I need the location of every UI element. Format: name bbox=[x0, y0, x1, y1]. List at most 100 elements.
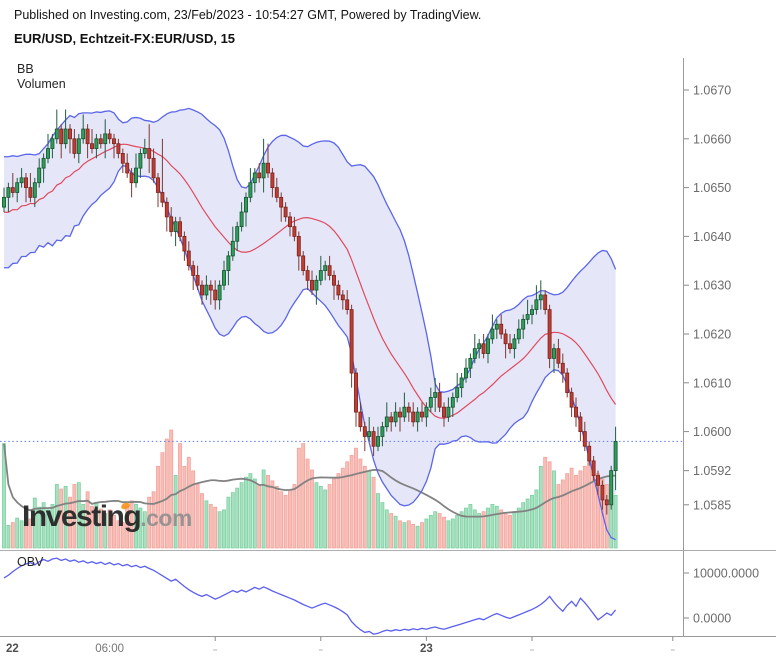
volume-bar bbox=[556, 484, 561, 549]
candle bbox=[543, 294, 548, 310]
volume-legend-label[interactable]: Volumen bbox=[17, 77, 66, 91]
candle bbox=[490, 328, 495, 340]
volume-bar bbox=[323, 489, 328, 549]
volume-bar bbox=[459, 511, 464, 549]
volume-bar bbox=[191, 470, 196, 549]
price-axis[interactable]: 1.0670 1.0660 1.0650 1.0640 1.0630 1.0620 1.06… bbox=[684, 84, 731, 513]
bb-band-fill bbox=[4, 108, 616, 540]
volume-bar bbox=[587, 461, 592, 549]
axis-label: 1.0660 bbox=[693, 132, 731, 146]
candle bbox=[76, 138, 81, 154]
volume-bar bbox=[204, 500, 209, 549]
candle bbox=[81, 128, 86, 140]
bb-basis-line bbox=[4, 143, 617, 419]
axis-label: 1.0610 bbox=[693, 376, 731, 390]
volume-bar bbox=[455, 514, 460, 549]
candle bbox=[125, 162, 130, 174]
volume-bar bbox=[81, 504, 86, 549]
axis-label: 1.0670 bbox=[693, 84, 731, 98]
candle bbox=[72, 138, 77, 154]
candle bbox=[147, 148, 152, 159]
volume-bar bbox=[424, 518, 429, 549]
candle bbox=[591, 460, 596, 476]
candle bbox=[486, 338, 490, 354]
volume-bar bbox=[24, 522, 28, 549]
volume-bar bbox=[490, 504, 495, 549]
candle bbox=[367, 431, 372, 437]
candle bbox=[393, 411, 398, 423]
volume-bar bbox=[37, 506, 42, 549]
candle bbox=[283, 206, 288, 218]
volume-bar bbox=[398, 520, 402, 549]
candle bbox=[208, 284, 213, 291]
volume-bar bbox=[420, 522, 424, 549]
volume-bar bbox=[358, 458, 363, 549]
volume-bar bbox=[169, 429, 174, 549]
candle bbox=[94, 138, 99, 149]
candle bbox=[6, 187, 11, 198]
volume-bar bbox=[604, 484, 609, 549]
candle bbox=[574, 406, 578, 418]
volume-bar bbox=[63, 485, 68, 549]
volume-layer bbox=[2, 429, 618, 549]
bb-legend-label[interactable]: BB bbox=[17, 62, 34, 76]
volume-bar bbox=[15, 517, 20, 549]
candle bbox=[340, 294, 345, 301]
candle bbox=[266, 162, 270, 174]
candle bbox=[204, 284, 209, 296]
volume-bar bbox=[6, 524, 11, 549]
candle bbox=[244, 196, 248, 213]
volume-bar bbox=[411, 524, 416, 549]
obv-axis[interactable]: 10000.0000 0.0000 bbox=[684, 567, 759, 626]
volume-bar bbox=[50, 504, 55, 549]
volume-bar bbox=[332, 478, 336, 549]
candle bbox=[600, 484, 605, 501]
axis-label: 1.0650 bbox=[693, 181, 731, 195]
candle bbox=[530, 309, 534, 315]
obv-chart-area[interactable] bbox=[0, 552, 683, 636]
volume-bar bbox=[560, 479, 565, 549]
volume-bar bbox=[380, 502, 385, 549]
volume-bar bbox=[314, 482, 319, 549]
volume-bar bbox=[217, 511, 222, 549]
candle bbox=[178, 221, 182, 237]
volume-bar bbox=[248, 473, 253, 549]
candle bbox=[138, 153, 143, 169]
volume-bar bbox=[186, 456, 191, 549]
volume-bar bbox=[468, 504, 473, 549]
obv-legend-label[interactable]: OBV bbox=[17, 555, 44, 569]
candle bbox=[508, 343, 512, 350]
volume-bar bbox=[112, 514, 116, 549]
candle bbox=[332, 275, 336, 286]
candle bbox=[261, 162, 266, 179]
bb-lower-line bbox=[4, 164, 616, 541]
candle bbox=[134, 167, 138, 184]
volume-bar bbox=[230, 492, 235, 549]
volume-bar bbox=[226, 496, 231, 549]
candle bbox=[499, 323, 504, 335]
volume-bar bbox=[235, 487, 240, 549]
candle bbox=[314, 279, 319, 291]
axis-label: 1.0640 bbox=[693, 230, 731, 244]
investing-watermark: Investing.com bbox=[22, 500, 192, 534]
candle bbox=[472, 348, 477, 359]
candle bbox=[349, 309, 354, 374]
candle bbox=[15, 182, 20, 193]
candle bbox=[169, 216, 174, 232]
volume-bar bbox=[512, 511, 517, 549]
volume-bar bbox=[389, 513, 394, 549]
candle bbox=[46, 148, 50, 159]
candle bbox=[556, 348, 561, 364]
candle bbox=[354, 372, 358, 413]
volume-bar bbox=[406, 520, 411, 549]
candles-layer bbox=[2, 109, 618, 515]
volume-bar bbox=[574, 475, 578, 549]
volume-bar bbox=[222, 509, 226, 549]
volume-bar bbox=[213, 506, 218, 549]
volume-bar bbox=[371, 476, 376, 549]
candle bbox=[442, 406, 446, 418]
volume-bar bbox=[516, 507, 521, 549]
candle bbox=[151, 157, 156, 179]
time-axis[interactable]: 22 06:00 23 bbox=[6, 636, 675, 656]
candle bbox=[494, 323, 499, 330]
